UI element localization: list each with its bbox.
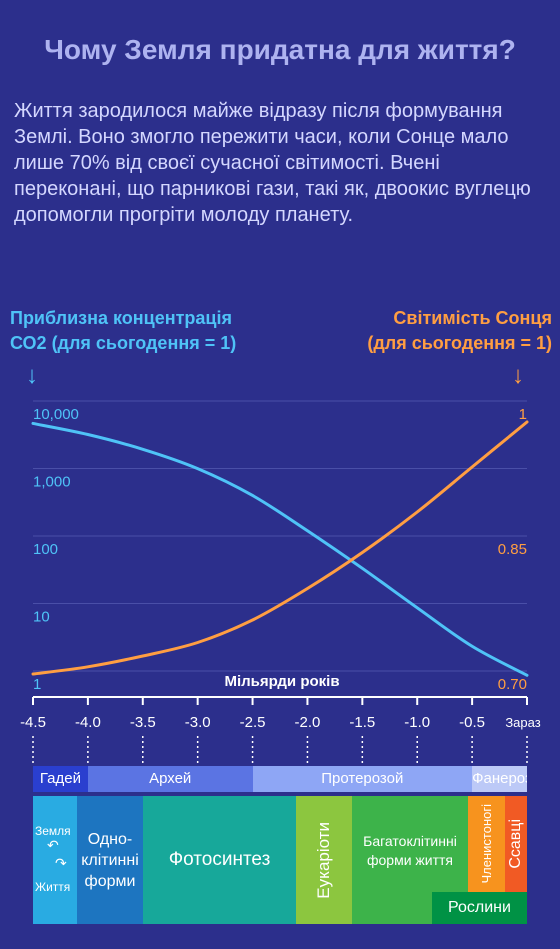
x-tick-label: -4.5 xyxy=(20,714,46,731)
y-right-tick-label: 0.70 xyxy=(498,676,527,693)
arthropods-block: Членистоногі xyxy=(468,796,505,892)
mammals-label: Ссавці xyxy=(507,819,524,869)
grid-lines xyxy=(33,400,527,672)
intro-text: Життя зародилося майже відразу після фор… xyxy=(14,100,531,226)
left-axis-title-line2: СО2 (для сьогодення = 1) xyxy=(10,333,237,353)
right-axis-title-line1: Світимість Сонця xyxy=(393,308,552,328)
eukaryotes-block: Eукаріоти xyxy=(296,796,352,924)
curved-arrow-icon: ↶ xyxy=(47,837,59,853)
arthropods-label: Членистоногі xyxy=(479,804,494,884)
mammals-block: Ссавці xyxy=(505,796,527,892)
eon-segment: Протерозой xyxy=(252,766,473,792)
right-axis-title-line2: (для сьогодення = 1) xyxy=(367,333,552,353)
eon-segment: Фанерозой xyxy=(472,766,527,792)
co2-series-line xyxy=(31,421,529,677)
eon-segment: Гадей xyxy=(33,766,88,792)
x-tick-label: Зараз xyxy=(505,715,540,730)
multicellular-block: Багатоклітинні форми життя xyxy=(352,796,468,924)
y-left-tick-label: 10 xyxy=(33,609,50,626)
page-title: Чому Земля придатна для життя? xyxy=(44,34,516,65)
x-tick-label: -1.0 xyxy=(404,714,430,731)
x-tick-label: -3.5 xyxy=(130,714,156,731)
y-right-tick-label: 0.85 xyxy=(498,541,527,558)
x-axis: -4.5 -4.0 -3.5 -3.0 -2.5 -2.0 -1.5 -1.0 -0.5 Зара… xyxy=(20,696,541,766)
life-label: Життя xyxy=(35,880,71,894)
geologic-eons-bar: ГадейАрхейПротерозойФанерозой xyxy=(33,766,527,792)
x-tick-label: -2.5 xyxy=(240,714,266,731)
photosynthesis-block: Фотосинтез xyxy=(143,796,296,924)
life-timeline: Земля ↶ ↷ Життя Одно- клітинні форми Фот… xyxy=(33,796,527,924)
co2-luminosity-chart: 10,000 1,000 100 10 1 1 0.85 0.70 Мільярди рокі… xyxy=(20,400,541,766)
left-axis-title-line1: Приблизна концентрація xyxy=(10,308,232,328)
left-axis-title: Приблизна концентрація СО2 (для сьогоден… xyxy=(10,306,236,356)
eon-segment: Архей xyxy=(87,766,253,792)
series-lines xyxy=(31,420,529,677)
arrow-down-right-icon: ↓ xyxy=(512,362,524,389)
curved-arrow-icon-2: ↷ xyxy=(55,855,67,871)
y-left-tick-label: 1 xyxy=(33,676,41,693)
arrow-down-left-icon: ↓ xyxy=(26,362,38,389)
earth-life-block: Земля ↶ ↷ Життя xyxy=(33,796,77,924)
y-right-tick-label: 1 xyxy=(519,406,527,423)
x-axis-label: Мільярди років xyxy=(224,673,339,690)
plants-label: Рослини xyxy=(448,899,511,916)
unicellular-label-2: клітинні xyxy=(81,851,139,869)
unicellular-block: Одно- клітинні форми xyxy=(77,796,143,924)
x-tick-label: -0.5 xyxy=(459,714,485,731)
y-ticks: 10,000 1,000 100 10 1 1 0.85 0.70 xyxy=(33,406,527,693)
unicellular-label-3: форми xyxy=(84,872,136,890)
y-left-tick-label: 100 xyxy=(33,541,58,558)
earth-label: Земля xyxy=(35,824,71,838)
x-tick-label: -4.0 xyxy=(75,714,101,731)
plants-block: Рослини xyxy=(432,892,527,924)
right-axis-title: Світимість Сонця (для сьогодення = 1) xyxy=(367,306,552,356)
unicellular-label-1: Одно- xyxy=(87,830,133,848)
y-left-tick-label: 10,000 xyxy=(33,406,79,423)
luminosity-series-line xyxy=(31,420,529,676)
x-tick-label: -3.0 xyxy=(185,714,211,731)
x-tick-label: -2.0 xyxy=(295,714,321,731)
eukaryotes-label: Eукаріоти xyxy=(314,821,333,899)
multicellular-label-1: Багатоклітинні xyxy=(363,833,457,849)
y-left-tick-label: 1,000 xyxy=(33,474,71,491)
photosynthesis-label: Фотосинтез xyxy=(168,849,271,870)
x-tick-label: -1.5 xyxy=(349,714,375,731)
multicellular-label-2: форми життя xyxy=(366,852,454,868)
